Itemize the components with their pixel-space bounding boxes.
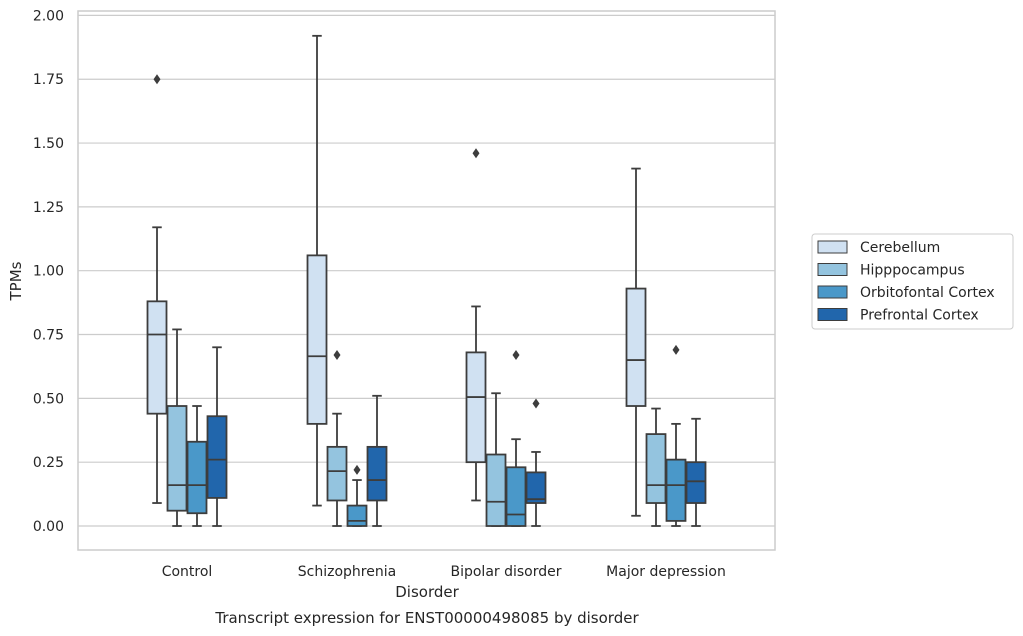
outlier-point bbox=[333, 349, 341, 360]
iqr-box bbox=[645, 433, 667, 504]
legend: Cerebellum Hipppocampus Orbitofontal Corte… bbox=[811, 233, 1014, 330]
y-tick-label: 1.50 bbox=[33, 136, 64, 152]
legend-frame bbox=[811, 233, 1014, 330]
box-cerebellum bbox=[306, 34, 328, 507]
legend-label: Prefrontal Cortex bbox=[860, 308, 979, 324]
y-tick-label: 1.25 bbox=[33, 200, 64, 216]
box-hipppocampus bbox=[326, 349, 348, 527]
box-orbitofontal-cortex bbox=[186, 405, 208, 527]
iqr-box bbox=[206, 415, 228, 499]
legend-label: Cerebellum bbox=[860, 240, 940, 256]
x-tick-label: Major depression bbox=[606, 564, 726, 580]
iqr-box bbox=[625, 287, 647, 407]
y-axis-label: TPMs bbox=[7, 261, 25, 301]
iqr-box bbox=[485, 453, 507, 527]
legend-swatch bbox=[817, 240, 848, 254]
box-cerebellum bbox=[465, 148, 487, 502]
box-orbitofontal-cortex bbox=[505, 349, 527, 527]
box-prefrontal-cortex bbox=[525, 398, 547, 527]
y-tick-label: 0.50 bbox=[33, 391, 64, 407]
plot-frame bbox=[77, 10, 776, 551]
y-tick-labels: 0.00 0.25 0.50 0.75 1.00 1.25 1.50 1.75 2.00 bbox=[33, 8, 64, 535]
x-tick-label: Schizophrenia bbox=[298, 564, 396, 580]
outlier-point bbox=[532, 398, 540, 409]
iqr-box bbox=[166, 405, 188, 512]
outlier-point bbox=[353, 464, 361, 475]
iqr-box bbox=[665, 458, 687, 522]
box-prefrontal-cortex bbox=[685, 417, 707, 527]
iqr-box bbox=[525, 471, 547, 504]
iqr-box bbox=[186, 440, 208, 515]
y-tick-label: 1.75 bbox=[33, 72, 64, 88]
box-prefrontal-cortex bbox=[366, 394, 388, 527]
legend-swatch bbox=[817, 263, 848, 276]
box-groups bbox=[146, 34, 707, 527]
box-orbitofontal-cortex bbox=[665, 344, 687, 527]
box-hipppocampus bbox=[166, 328, 188, 527]
iqr-box bbox=[146, 300, 168, 415]
box-cerebellum bbox=[625, 167, 647, 517]
iqr-box bbox=[685, 461, 707, 504]
outlier-point bbox=[153, 74, 161, 85]
iqr-box bbox=[465, 351, 487, 464]
x-axis-label: Disorder bbox=[395, 583, 459, 601]
legend-label: Hipppocampus bbox=[860, 263, 965, 279]
legend-swatch bbox=[817, 285, 848, 299]
iqr-box bbox=[326, 445, 348, 502]
y-tick-label: 2.00 bbox=[33, 8, 64, 24]
iqr-box bbox=[505, 466, 527, 527]
iqr-box bbox=[366, 445, 388, 502]
box-prefrontal-cortex bbox=[206, 346, 228, 527]
x-tick-labels: Control Schizophrenia Bipolar disorder Majo… bbox=[162, 564, 726, 580]
box-orbitofontal-cortex bbox=[346, 464, 368, 527]
y-tick-label: 1.00 bbox=[33, 264, 64, 280]
x-tick-label: Control bbox=[162, 564, 213, 580]
outlier-point bbox=[672, 344, 680, 355]
iqr-box bbox=[306, 254, 328, 425]
iqr-box bbox=[346, 504, 368, 527]
legend-swatch bbox=[817, 308, 848, 321]
legend-label: Orbitofontal Cortex bbox=[860, 285, 995, 301]
y-tick-label: 0.25 bbox=[33, 455, 64, 471]
box-cerebellum bbox=[146, 74, 168, 504]
outlier-point bbox=[472, 148, 480, 159]
box-hipppocampus bbox=[485, 392, 507, 527]
x-tick-label: Bipolar disorder bbox=[450, 564, 561, 580]
box-hipppocampus bbox=[645, 407, 667, 527]
chart-caption: Transcript expression for ENST0000049808… bbox=[214, 609, 639, 627]
y-tick-label: 0.00 bbox=[33, 519, 64, 535]
y-tick-label: 0.75 bbox=[33, 328, 64, 344]
outlier-point bbox=[512, 349, 520, 360]
